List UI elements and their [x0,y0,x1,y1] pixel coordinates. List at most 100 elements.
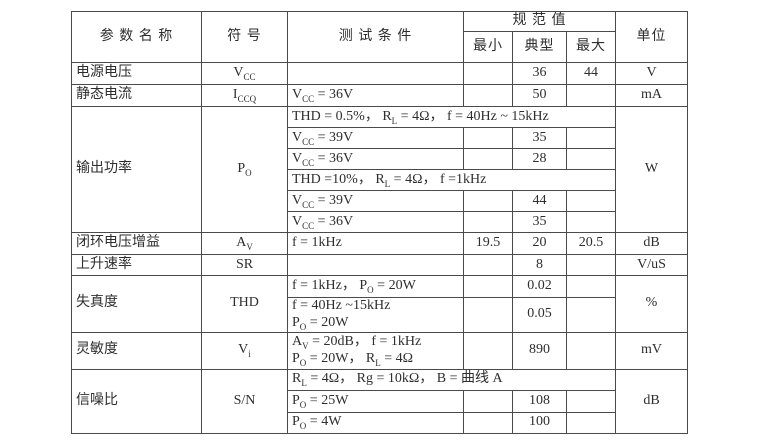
cell-max [566,148,616,170]
cell-max [566,84,616,107]
header-row-2: 最小 典型 最大 [72,31,688,63]
cell-condition-span: RL = 4Ω， Rg = 10kΩ， B = 曲线 A [287,368,616,391]
cell-condition: AV = 20dB， f = 1kHz PO = 20W， RL = 4Ω [287,331,464,370]
cell-param: 信噪比 [71,368,202,434]
cell-min [463,331,513,370]
table-row: 闭环电压增益 AV f = 1kHz 19.5 20 20.5 dB [71,232,688,255]
cell-symbol: SR [201,254,288,276]
header-row-1: 参 数 名 称 符 号 测 试 条 件 规 范 值 单位 [71,11,688,63]
cell-typ: 50 [512,84,567,107]
cell-min [463,411,513,434]
cell-condition: f = 1kHz [287,232,464,255]
cell-unit: % [615,275,688,333]
table-row: THD =10%， RL = 4Ω， f =1kHz [72,169,688,191]
cell-typ: 35 [512,211,567,233]
header-unit: 单位 [615,11,688,63]
header-param: 参 数 名 称 [71,11,202,63]
cell-symbol: Vi [201,331,288,370]
table-row: f = 40Hz ~15kHz PO = 20W 0.05 [72,297,688,333]
cell-max [566,211,616,233]
cell-max [566,389,616,413]
table-row: 电源电压 VCC 36 44 V [71,62,688,85]
cell-typ: 0.02 [512,275,567,298]
cell-unit: W [615,106,688,233]
cell-min [463,254,513,276]
cell-unit: V [615,62,688,85]
table-row: 输出功率 PO THD = 0.5%， RL = 4Ω， f = 40Hz ~ … [71,106,688,233]
spec-table: 参 数 名 称 符 号 测 试 条 件 规 范 值 单位 最小 典型 最大 电源… [71,11,688,434]
cell-unit: dB [615,232,688,255]
cell-max [566,254,616,276]
cell-min [463,84,513,107]
cell-unit: V/uS [615,254,688,276]
cell-max [566,190,616,212]
header-typ: 典型 [512,31,567,63]
cell-min: 19.5 [463,232,513,255]
cell-condition: f = 1kHz， PO = 20W [287,275,464,298]
cell-symbol: AV [201,232,288,255]
cell-max [566,275,616,298]
cell-param: 电源电压 [71,62,202,85]
cell-param: 上升速率 [71,254,202,276]
table-row: 信噪比 S/N RL = 4Ω， Rg = 10kΩ， B = 曲线 A dB [71,368,688,434]
table-row: VCC = 39V 44 [72,190,688,212]
table-row: PO = 25W 108 [72,389,688,413]
cell-min [463,148,513,170]
cell-unit: dB [615,368,688,434]
cell-min [463,389,513,413]
cell-param: 静态电流 [71,84,202,107]
cell-symbol: PO [201,106,288,233]
cell-condition: f = 40Hz ~15kHz PO = 20W [287,297,464,333]
cell-condition: PO = 25W [287,389,464,413]
table-row: VCC = 36V 28 [72,148,688,170]
cell-max [566,331,616,370]
cell-max: 44 [566,62,616,85]
cell-min [463,190,513,212]
header-min: 最小 [463,31,513,63]
cell-max [566,127,616,149]
cell-condition: PO = 4W [287,411,464,434]
cell-typ: 100 [512,411,567,434]
cell-typ: 108 [512,389,567,413]
cell-typ: 890 [512,331,567,370]
cell-typ: 44 [512,190,567,212]
cell-typ: 35 [512,127,567,149]
cell-min [463,127,513,149]
header-spec-group: 规 范 值 [463,11,616,32]
cell-symbol: VCC [201,62,288,85]
cell-min [463,211,513,233]
cell-unit: mA [615,84,688,107]
cell-condition: VCC = 36V [287,84,464,107]
cell-typ: 0.05 [512,297,567,333]
cell-min [463,275,513,298]
cell-max [566,297,616,333]
cell-condition: VCC = 39V [287,127,464,149]
table-row: 灵敏度 Vi AV = 20dB， f = 1kHz PO = 20W， RL … [71,331,688,370]
table-row: 上升速率 SR 8 V/uS [71,254,688,276]
cell-max: 20.5 [566,232,616,255]
cell-typ: 20 [512,232,567,255]
cell-param: 灵敏度 [71,331,202,370]
cell-param: 输出功率 [71,106,202,233]
cell-min [463,62,513,85]
cell-unit: mV [615,331,688,370]
table-row: 失真度 THD f = 1kHz， PO = 20W 0.02 % [71,275,688,333]
cell-condition: VCC = 36V [287,148,464,170]
header-condition: 测 试 条 件 [287,11,464,63]
header-max: 最大 [566,31,616,63]
table-row: 静态电流 ICCQ VCC = 36V 50 mA [71,84,688,107]
cell-symbol: S/N [201,368,288,434]
cell-condition [287,62,464,85]
cell-min [463,297,513,333]
cell-condition-span: THD = 0.5%， RL = 4Ω， f = 40Hz ~ 15kHz [287,106,616,128]
cell-condition [287,254,464,276]
cell-symbol: ICCQ [201,84,288,107]
header-symbol: 符 号 [201,11,288,63]
cell-param: 闭环电压增益 [71,232,202,255]
cell-param: 失真度 [71,275,202,333]
cell-typ: 8 [512,254,567,276]
cell-max [566,411,616,434]
cell-typ: 28 [512,148,567,170]
cell-condition: VCC = 39V [287,190,464,212]
